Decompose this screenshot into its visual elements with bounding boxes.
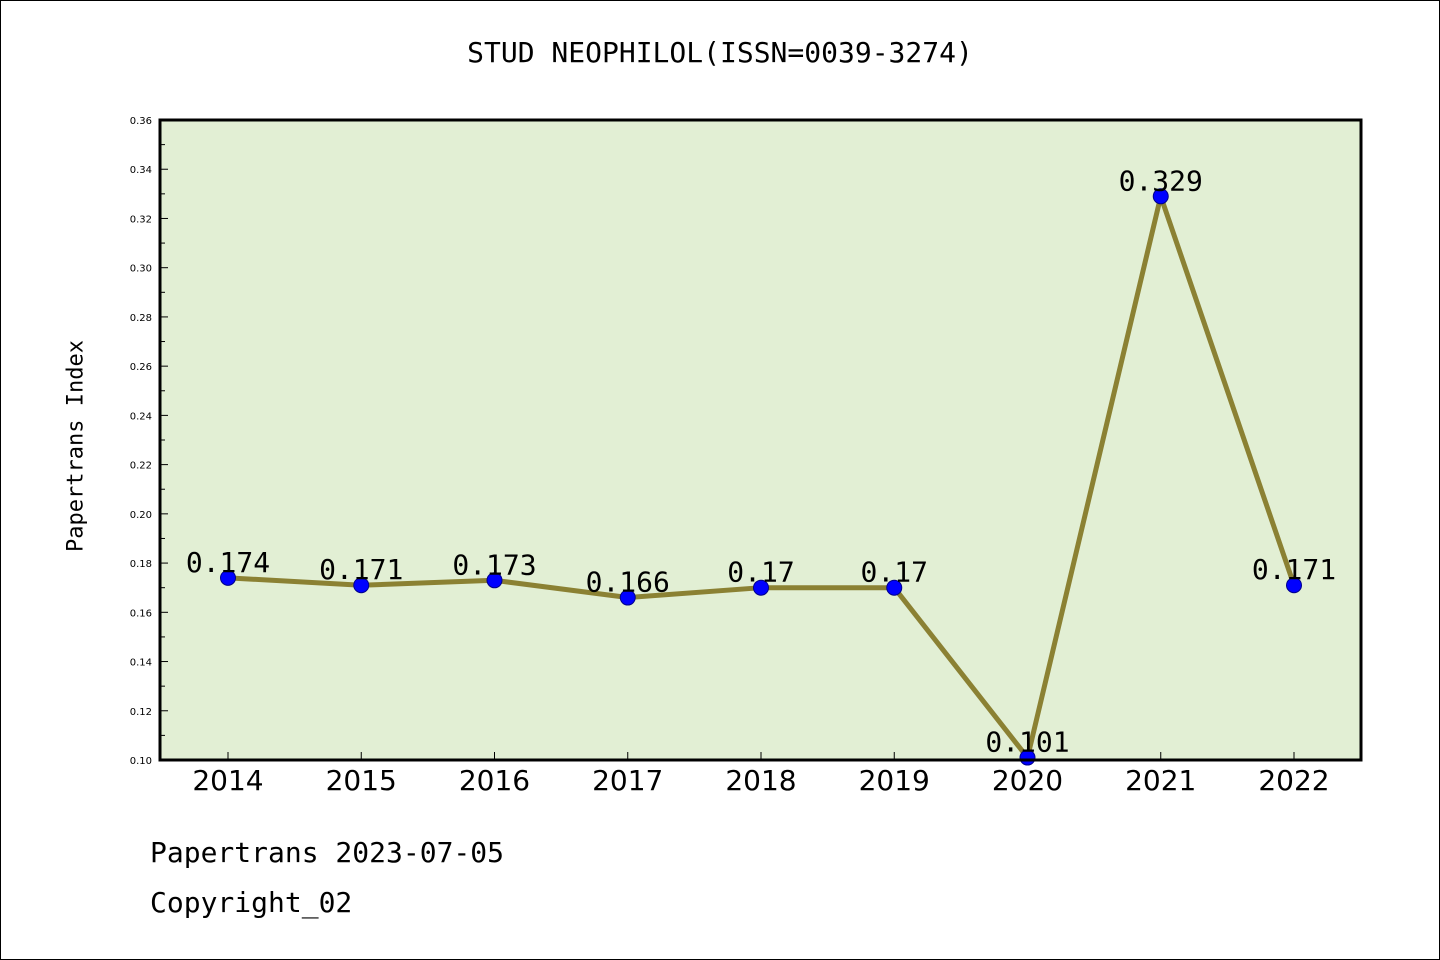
footer-copyright: Copyright_02 (150, 886, 353, 919)
x-tick-label: 2020 (992, 764, 1063, 797)
data-labels: 0.174 0.171 0.173 0.166 0.17 0.17 0.101 0.329 0.… (186, 164, 1336, 758)
y-tick-label: 0.10 (130, 756, 152, 767)
data-label-2016: 0.173 (452, 548, 536, 581)
data-point-2015 (353, 577, 370, 594)
y-tick-label: 0.26 (130, 362, 152, 373)
y-tick-label: 0.36 (130, 116, 152, 127)
data-point-2022 (1286, 577, 1302, 594)
chart-title: STUD NEOPHILOL(ISSN=0039-3274) (467, 36, 973, 69)
y-tick-label: 0.20 (130, 510, 152, 521)
data-point-2021 (1152, 188, 1169, 205)
data-label-2020: 0.101 (985, 726, 1069, 759)
data-label-2019: 0.17 (861, 556, 928, 589)
y-tick-label: 0.28 (130, 313, 152, 324)
y-tick-label: 0.32 (130, 214, 152, 225)
x-tick-label: 2014 (192, 764, 263, 797)
y-tick-label: 0.30 (130, 264, 152, 275)
data-point-2017 (619, 589, 636, 606)
y-tick-label: 0.12 (130, 707, 152, 718)
x-tick-label: 2015 (326, 764, 397, 797)
y-axis: 0.10 0.12 0.14 0.16 0.18 0.20 0.22 0.24 0.26 0.28… (130, 116, 168, 767)
x-axis: 2014 2015 2016 2017 2018 2019 2020 2021 2022 (192, 752, 1330, 797)
y-tick-label: 0.14 (130, 658, 152, 669)
y-tick-label: 0.16 (130, 608, 152, 619)
x-tick-label: 2021 (1125, 764, 1196, 797)
x-tick-label: 2018 (725, 764, 796, 797)
plot-area (160, 120, 1361, 760)
plot-border (158, 118, 1363, 762)
y-tick-label: 0.22 (130, 461, 152, 472)
data-label-2014: 0.174 (186, 546, 270, 579)
y-tick-label: 0.34 (130, 165, 152, 176)
data-point-2016 (486, 572, 503, 589)
x-tick-label: 2016 (459, 764, 530, 797)
data-point-2019 (886, 579, 903, 596)
x-tick-label: 2022 (1258, 764, 1329, 797)
data-label-2022: 0.171 (1252, 553, 1336, 586)
x-tick-label: 2019 (859, 764, 930, 797)
data-label-2015: 0.171 (319, 553, 403, 586)
data-point-2014 (220, 569, 236, 586)
data-label-2021: 0.329 (1119, 164, 1203, 197)
data-point-2018 (753, 579, 769, 596)
y-tick-label: 0.24 (130, 411, 152, 422)
footer-date: Papertrans 2023-07-05 (150, 836, 505, 869)
data-label-2018: 0.17 (727, 556, 794, 589)
y-tick-label: 0.18 (130, 559, 152, 570)
x-tick-label: 2017 (592, 764, 663, 797)
data-label-2017: 0.166 (586, 566, 670, 599)
